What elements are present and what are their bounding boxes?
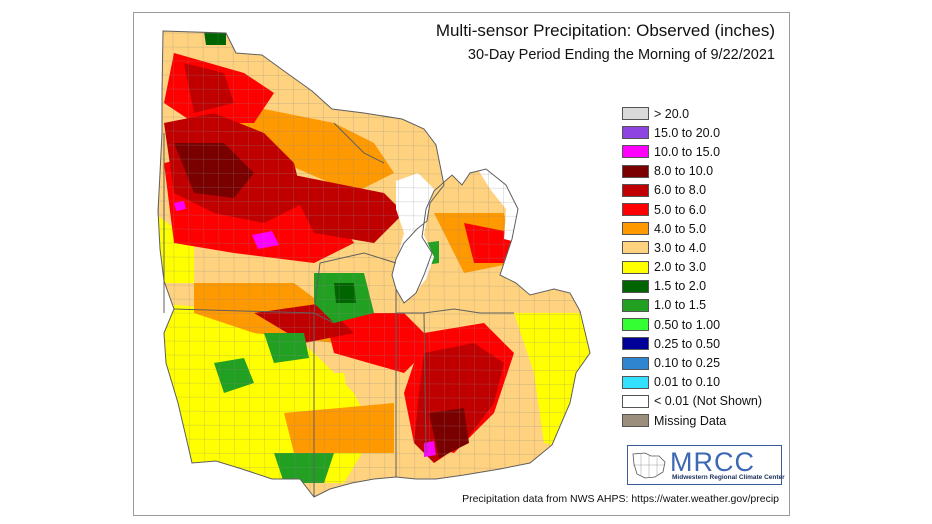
legend-label: < 0.01 (Not Shown) (654, 394, 763, 409)
legend-item: 15.0 to 20.0 (622, 123, 782, 142)
legend-label: 15.0 to 20.0 (654, 125, 721, 140)
legend-label: Missing Data (654, 413, 727, 428)
legend-label: 10.0 to 15.0 (654, 144, 721, 159)
map-title: Multi-sensor Precipitation: Observed (in… (435, 21, 775, 40)
legend-swatch (622, 145, 649, 159)
legend-item: 3.0 to 4.0 (622, 238, 782, 257)
legend-swatch (622, 203, 649, 217)
legend-swatch (622, 298, 649, 312)
midwest-map-icon (632, 452, 666, 479)
legend-item: 6.0 to 8.0 (622, 181, 782, 200)
legend-label: 1.5 to 2.0 (654, 279, 707, 294)
map-frame: Multi-sensor Precipitation: Observed (in… (133, 12, 790, 516)
legend-swatch (622, 164, 649, 178)
logo-text: MRCC (670, 447, 755, 477)
mrcc-logo: MRCC Midwestern Regional Climate Center (627, 445, 785, 485)
legend-swatch (622, 279, 649, 293)
legend-label: 0.10 to 0.25 (654, 356, 721, 371)
legend-item: 1.0 to 1.5 (622, 296, 782, 315)
legend-label: 0.01 to 0.10 (654, 375, 721, 390)
legend-item: 5.0 to 6.0 (622, 200, 782, 219)
legend-swatch (622, 222, 649, 236)
legend-swatch (622, 414, 649, 428)
precipitation-map[interactable] (134, 13, 791, 517)
legend-item: 1.5 to 2.0 (622, 277, 782, 296)
legend-label: 6.0 to 8.0 (654, 183, 707, 198)
legend-swatch (622, 337, 649, 351)
legend-item: 2.0 to 3.0 (622, 258, 782, 277)
legend-label: 3.0 to 4.0 (654, 240, 707, 255)
legend-swatch (622, 183, 649, 197)
legend-item: 0.25 to 0.50 (622, 334, 782, 353)
legend-label: 0.25 to 0.50 (654, 336, 721, 351)
legend-swatch (622, 375, 649, 389)
logo-subtitle: Midwestern Regional Climate Center (672, 474, 785, 481)
lake-michigan (396, 173, 434, 297)
legend-swatch (622, 107, 649, 121)
legend-label: > 20.0 (654, 106, 690, 121)
legend-label: 8.0 to 10.0 (654, 164, 714, 179)
legend-label: 4.0 to 5.0 (654, 221, 707, 236)
legend: > 20.0 15.0 to 20.0 10.0 to 15.0 8.0 to 10.… (622, 104, 782, 430)
legend-item: 0.50 to 1.00 (622, 315, 782, 334)
legend-item: < 0.01 (Not Shown) (622, 392, 782, 411)
legend-item: Missing Data (622, 411, 782, 430)
state-borders (157, 30, 591, 498)
lake-huron (474, 163, 526, 243)
legend-item: 10.0 to 15.0 (622, 142, 782, 161)
legend-swatch (622, 241, 649, 255)
legend-label: 5.0 to 6.0 (654, 202, 707, 217)
legend-swatch (622, 394, 649, 408)
legend-swatch (622, 126, 649, 140)
legend-item: 8.0 to 10.0 (622, 162, 782, 181)
legend-swatch (622, 356, 649, 370)
data-source-note: Precipitation data from NWS AHPS: https:… (462, 493, 779, 505)
legend-label: 2.0 to 3.0 (654, 260, 707, 275)
legend-swatch (622, 260, 649, 274)
legend-item: 4.0 to 5.0 (622, 219, 782, 238)
legend-item: > 20.0 (622, 104, 782, 123)
legend-item: 0.10 to 0.25 (622, 353, 782, 372)
legend-swatch (622, 318, 649, 332)
legend-label: 1.0 to 1.5 (654, 298, 707, 313)
legend-label: 0.50 to 1.00 (654, 317, 721, 332)
map-subtitle: 30-Day Period Ending the Morning of 9/22… (467, 47, 775, 63)
legend-item: 0.01 to 0.10 (622, 373, 782, 392)
